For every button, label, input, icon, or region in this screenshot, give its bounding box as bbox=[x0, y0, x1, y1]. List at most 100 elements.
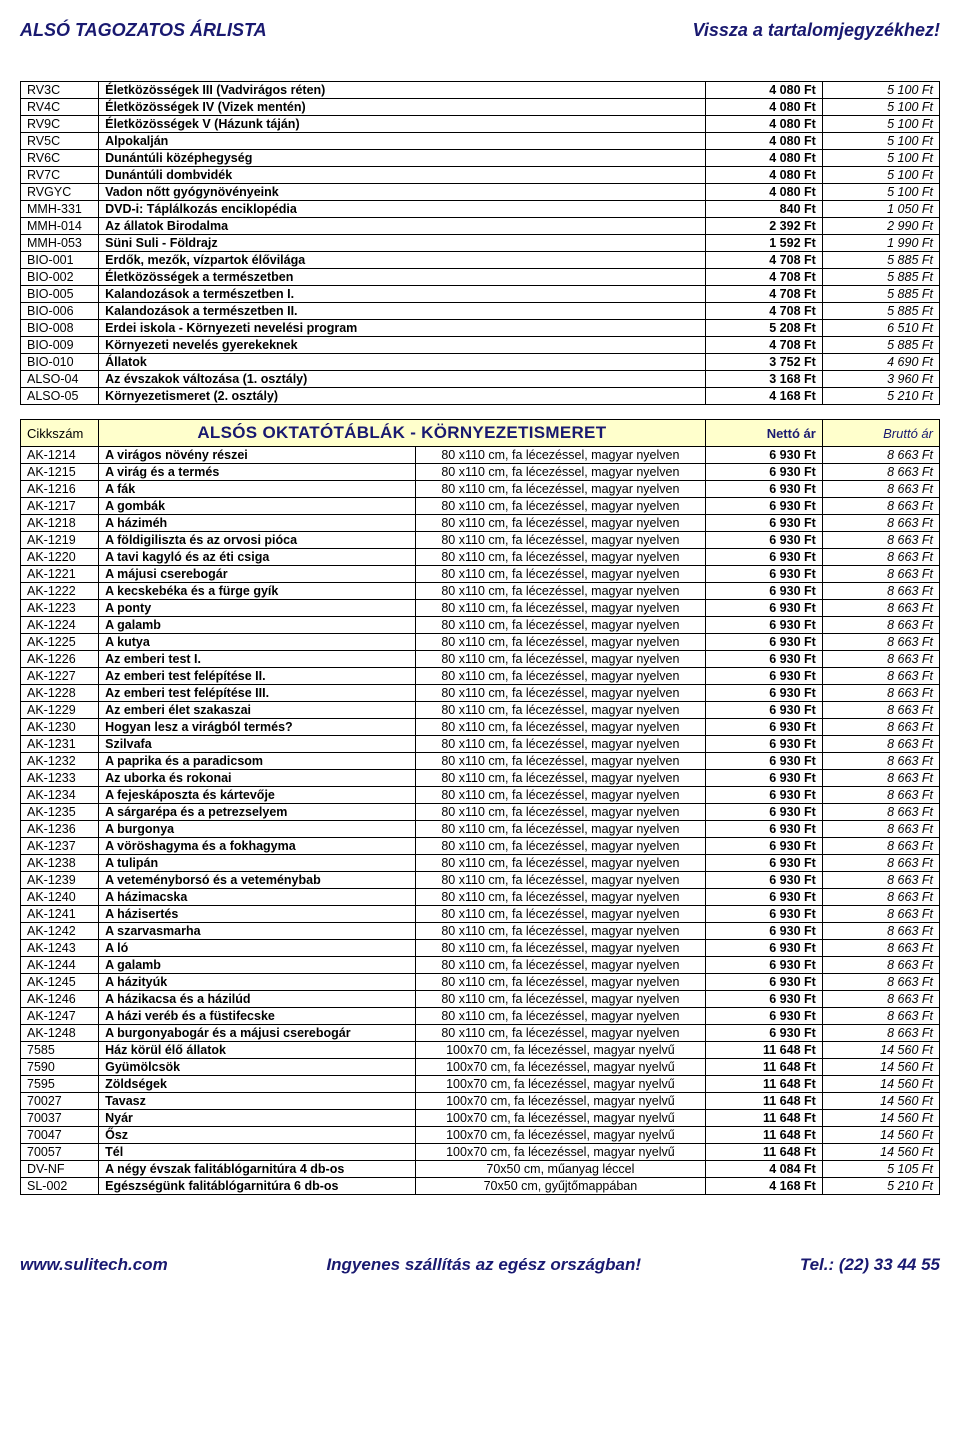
cell-net: 11 648 Ft bbox=[705, 1093, 822, 1110]
cell-name: Életközösségek V (Házunk táján) bbox=[99, 116, 706, 133]
cell-net: 11 648 Ft bbox=[705, 1127, 822, 1144]
page-header: ALSÓ TAGOZATOS ÁRLISTA Vissza a tartalom… bbox=[20, 20, 940, 41]
cell-desc: 80 x110 cm, fa lécezéssel, magyar nyelve… bbox=[416, 889, 705, 906]
cell-desc: 100x70 cm, fa lécezéssel, magyar nyelvű bbox=[416, 1042, 705, 1059]
cell-name: A házityúk bbox=[99, 974, 416, 991]
cell-net: 6 930 Ft bbox=[705, 770, 822, 787]
cell-code: 70027 bbox=[21, 1093, 99, 1110]
table-row: AK-1233Az uborka és rokonai80 x110 cm, f… bbox=[21, 770, 940, 787]
cell-name: A virágos növény részei bbox=[99, 447, 416, 464]
table-row: RV4CÉletközösségek IV (Vizek mentén)4 08… bbox=[21, 99, 940, 116]
cell-net: 11 648 Ft bbox=[705, 1059, 822, 1076]
table-row: 70027Tavasz100x70 cm, fa lécezéssel, mag… bbox=[21, 1093, 940, 1110]
cell-name: A galamb bbox=[99, 957, 416, 974]
table-row: RV3CÉletközösségek III (Vadvirágos réten… bbox=[21, 82, 940, 99]
table-row: AK-1229Az emberi élet szakaszai80 x110 c… bbox=[21, 702, 940, 719]
cell-net: 4 708 Ft bbox=[705, 252, 822, 269]
cell-name: Gyümölcsök bbox=[99, 1059, 416, 1076]
cell-net: 6 930 Ft bbox=[705, 617, 822, 634]
cell-name: Az emberi test felépítése II. bbox=[99, 668, 416, 685]
cell-gross: 8 663 Ft bbox=[822, 719, 939, 736]
cell-desc: 80 x110 cm, fa lécezéssel, magyar nyelve… bbox=[416, 957, 705, 974]
cell-name: Életközösségek a természetben bbox=[99, 269, 706, 286]
table-row: AK-1241A házisertés80 x110 cm, fa lécezé… bbox=[21, 906, 940, 923]
cell-name: Az évszakok változása (1. osztály) bbox=[99, 371, 706, 388]
table-row: AK-1243A ló80 x110 cm, fa lécezéssel, ma… bbox=[21, 940, 940, 957]
cell-code: RV9C bbox=[21, 116, 99, 133]
cell-name: A fák bbox=[99, 481, 416, 498]
cell-net: 4 708 Ft bbox=[705, 337, 822, 354]
cell-name: A galamb bbox=[99, 617, 416, 634]
table-row: ALSO-05Környezetismeret (2. osztály)4 16… bbox=[21, 388, 940, 405]
cell-name: Állatok bbox=[99, 354, 706, 371]
cell-gross: 8 663 Ft bbox=[822, 872, 939, 889]
cell-net: 6 930 Ft bbox=[705, 651, 822, 668]
cell-name: A ponty bbox=[99, 600, 416, 617]
cell-name: A ló bbox=[99, 940, 416, 957]
cell-code: AK-1217 bbox=[21, 498, 99, 515]
cell-desc: 80 x110 cm, fa lécezéssel, magyar nyelve… bbox=[416, 447, 705, 464]
footer-phone: Tel.: (22) 33 44 55 bbox=[800, 1255, 940, 1275]
cell-gross: 8 663 Ft bbox=[822, 600, 939, 617]
cell-desc: 80 x110 cm, fa lécezéssel, magyar nyelve… bbox=[416, 600, 705, 617]
cell-desc: 80 x110 cm, fa lécezéssel, magyar nyelve… bbox=[416, 464, 705, 481]
cell-gross: 8 663 Ft bbox=[822, 566, 939, 583]
cell-code: AK-1246 bbox=[21, 991, 99, 1008]
cell-code: BIO-006 bbox=[21, 303, 99, 320]
cell-desc: 80 x110 cm, fa lécezéssel, magyar nyelve… bbox=[416, 838, 705, 855]
cell-gross: 8 663 Ft bbox=[822, 906, 939, 923]
cell-net: 3 752 Ft bbox=[705, 354, 822, 371]
cell-name: Erdei iskola - Környezeti nevelési progr… bbox=[99, 320, 706, 337]
cell-code: AK-1248 bbox=[21, 1025, 99, 1042]
cell-gross: 8 663 Ft bbox=[822, 787, 939, 804]
cell-net: 4 084 Ft bbox=[705, 1161, 822, 1178]
cell-net: 6 930 Ft bbox=[705, 991, 822, 1008]
cell-name: A paprika és a paradicsom bbox=[99, 753, 416, 770]
back-to-toc-link[interactable]: Vissza a tartalomjegyzékhez! bbox=[693, 20, 940, 41]
cell-code: MMH-014 bbox=[21, 218, 99, 235]
cell-name: Az uborka és rokonai bbox=[99, 770, 416, 787]
cell-gross: 14 560 Ft bbox=[822, 1144, 939, 1161]
cell-gross: 8 663 Ft bbox=[822, 702, 939, 719]
cell-name: Életközösségek III (Vadvirágos réten) bbox=[99, 82, 706, 99]
cell-code: AK-1214 bbox=[21, 447, 99, 464]
table-row: AK-1217A gombák80 x110 cm, fa lécezéssel… bbox=[21, 498, 940, 515]
cell-net: 6 930 Ft bbox=[705, 464, 822, 481]
cell-gross: 1 050 Ft bbox=[822, 201, 939, 218]
cell-gross: 8 663 Ft bbox=[822, 940, 939, 957]
cell-name: Az emberi élet szakaszai bbox=[99, 702, 416, 719]
cell-net: 6 930 Ft bbox=[705, 838, 822, 855]
cell-code: SL-002 bbox=[21, 1178, 99, 1195]
footer-website[interactable]: www.sulitech.com bbox=[20, 1255, 168, 1275]
cell-name: A veteményborsó és a veteménybab bbox=[99, 872, 416, 889]
cell-name: Az emberi test felépítése III. bbox=[99, 685, 416, 702]
cell-name: A tavi kagyló és az éti csiga bbox=[99, 549, 416, 566]
cell-net: 1 592 Ft bbox=[705, 235, 822, 252]
cell-desc: 80 x110 cm, fa lécezéssel, magyar nyelve… bbox=[416, 668, 705, 685]
cell-name: Alpokalján bbox=[99, 133, 706, 150]
cell-gross: 5 100 Ft bbox=[822, 133, 939, 150]
cell-code: AK-1238 bbox=[21, 855, 99, 872]
cell-code: RV5C bbox=[21, 133, 99, 150]
cell-desc: 80 x110 cm, fa lécezéssel, magyar nyelve… bbox=[416, 498, 705, 515]
cell-code: BIO-009 bbox=[21, 337, 99, 354]
cell-name: A házikacsa és a házilúd bbox=[99, 991, 416, 1008]
cell-name: Erdők, mezők, vízpartok élővilága bbox=[99, 252, 706, 269]
table-row: AK-1219A földigiliszta és az orvosi pióc… bbox=[21, 532, 940, 549]
cell-name: Tavasz bbox=[99, 1093, 416, 1110]
table-row: AK-1244A galamb80 x110 cm, fa lécezéssel… bbox=[21, 957, 940, 974]
cell-code: AK-1247 bbox=[21, 1008, 99, 1025]
table-row: AK-1242A szarvasmarha80 x110 cm, fa léce… bbox=[21, 923, 940, 940]
table-row: MMH-014Az állatok Birodalma2 392 Ft2 990… bbox=[21, 218, 940, 235]
table-row: MMH-331DVD-i: Táplálkozás enciklopédia84… bbox=[21, 201, 940, 218]
cell-name: Nyár bbox=[99, 1110, 416, 1127]
cell-desc: 80 x110 cm, fa lécezéssel, magyar nyelve… bbox=[416, 804, 705, 821]
cell-name: Dunántúli dombvidék bbox=[99, 167, 706, 184]
cell-desc: 80 x110 cm, fa lécezéssel, magyar nyelve… bbox=[416, 991, 705, 1008]
cell-net: 11 648 Ft bbox=[705, 1144, 822, 1161]
cell-code: AK-1216 bbox=[21, 481, 99, 498]
cell-code: AK-1222 bbox=[21, 583, 99, 600]
cell-gross: 8 663 Ft bbox=[822, 447, 939, 464]
cell-net: 4 080 Ft bbox=[705, 167, 822, 184]
cell-gross: 5 100 Ft bbox=[822, 116, 939, 133]
